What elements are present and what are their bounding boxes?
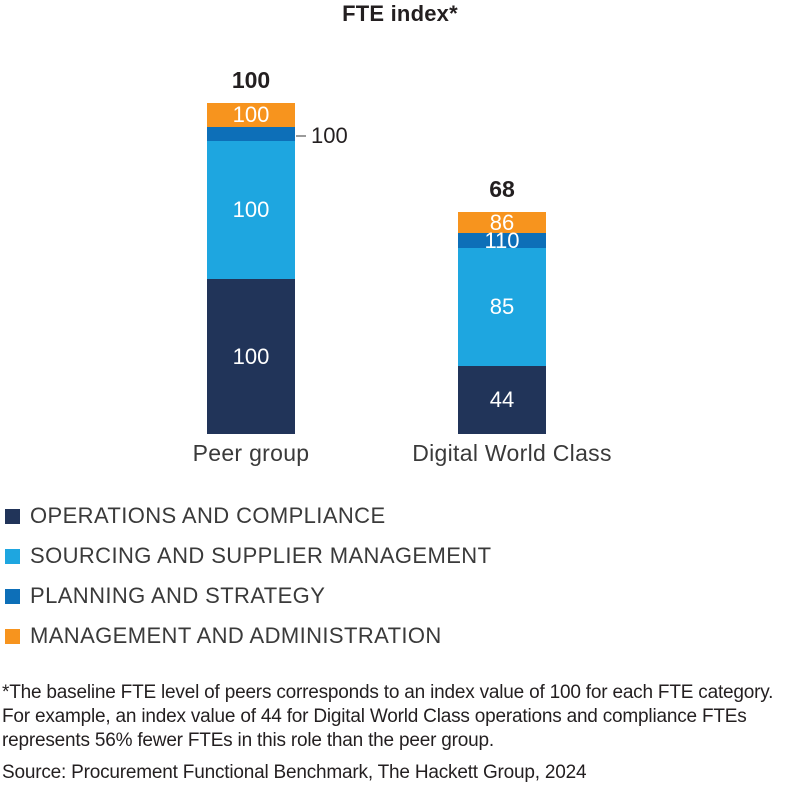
legend-label: SOURCING AND SUPPLIER MANAGEMENT xyxy=(30,543,492,568)
callout-value-label: 100 xyxy=(311,123,348,148)
bar-category-label: Digital World Class xyxy=(412,440,612,466)
segment-value-label: 110 xyxy=(484,227,520,253)
legend-label: OPERATIONS AND COMPLIANCE xyxy=(30,503,386,528)
segment-value-label: 44 xyxy=(489,386,515,412)
chart-title: FTE index* xyxy=(342,1,458,26)
segment-management-and-administration: 100 xyxy=(207,103,295,127)
bar-digital-world-class: 86 110 85 44 xyxy=(458,209,546,434)
legend-item-planning-and-strategy: PLANNING AND STRATEGY xyxy=(5,576,491,616)
segment-value-label: 100 xyxy=(232,343,270,369)
segment-planning-and-strategy xyxy=(207,127,295,141)
legend-swatch xyxy=(5,588,20,604)
segment-value-label: 100 xyxy=(232,102,270,127)
legend-label: PLANNING AND STRATEGY xyxy=(30,583,326,608)
legend-swatch xyxy=(5,508,20,524)
legend-swatch xyxy=(5,548,20,564)
segment-operations-and-compliance: 100 xyxy=(207,279,295,434)
bar-category-label: Peer group xyxy=(192,440,310,466)
segment-value-label: 100 xyxy=(232,197,270,222)
segment-value-label: 85 xyxy=(489,294,515,320)
callout-line xyxy=(296,135,306,137)
legend-label: MANAGEMENT AND ADMINISTRATION xyxy=(30,623,442,648)
segment-planning-and-strategy: 110 xyxy=(458,229,546,251)
legend-item-sourcing-and-supplier-management: SOURCING AND SUPPLIER MANAGEMENT xyxy=(5,536,491,576)
segment-value-label: 86 xyxy=(489,209,515,235)
legend-item-management-and-administration: MANAGEMENT AND ADMINISTRATION xyxy=(5,616,491,656)
bar-peer-group: 100 100 100 xyxy=(207,103,295,434)
footnote: *The baseline FTE level of peers corresp… xyxy=(2,682,774,751)
bar-total-label: 100 xyxy=(231,67,271,93)
bar-total-label: 68 xyxy=(489,176,515,203)
chart-legend: OPERATIONS AND COMPLIANCE SOURCING AND SU… xyxy=(5,496,491,656)
segment-sourcing-and-supplier-management: 100 xyxy=(207,141,295,279)
legend-item-operations-and-compliance: OPERATIONS AND COMPLIANCE xyxy=(5,496,491,536)
segment-operations-and-compliance: 44 xyxy=(458,365,546,434)
legend-swatch xyxy=(5,628,20,644)
source-line: Source: Procurement Functional Benchmark… xyxy=(2,762,587,783)
segment-management-and-administration: 86 xyxy=(458,209,546,235)
segment-sourcing-and-supplier-management: 85 xyxy=(458,248,546,366)
